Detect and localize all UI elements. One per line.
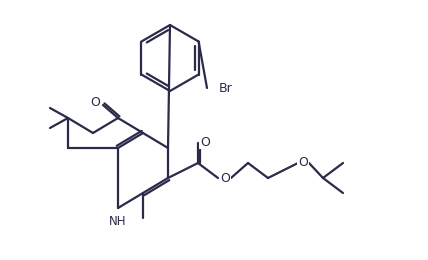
Text: O: O <box>220 172 230 185</box>
Text: O: O <box>90 95 100 108</box>
Text: O: O <box>200 135 210 148</box>
Text: NH: NH <box>109 214 127 228</box>
Text: Br: Br <box>219 81 233 94</box>
Text: O: O <box>298 155 308 168</box>
